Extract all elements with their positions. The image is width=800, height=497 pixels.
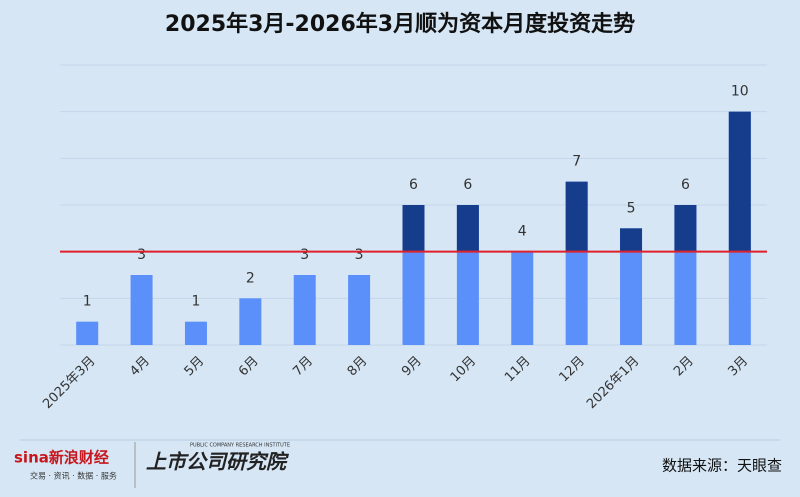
institute-en: PUBLIC COMPANY RESEARCH INSTITUTE — [190, 443, 290, 449]
bar-above-reference — [728, 111, 751, 252]
value-label: 1 — [83, 294, 92, 310]
chart-title: 2025年3月-2026年3月顺为资本月度投资走势 — [165, 11, 635, 37]
value-label: 1 — [192, 294, 201, 310]
institute: 上市公司研究院 — [146, 450, 290, 474]
logo-sub: 交易 · 资讯 · 数据 · 服务 — [30, 471, 117, 481]
source: 数据来源：天眼查 — [662, 457, 782, 475]
value-label: 10 — [731, 84, 749, 100]
value-label: 4 — [518, 224, 527, 240]
bar — [184, 321, 207, 345]
value-label: 7 — [572, 154, 581, 170]
bar — [76, 321, 99, 345]
value-label: 6 — [463, 177, 472, 193]
bar-above-reference — [674, 205, 697, 252]
value-label: 6 — [409, 177, 418, 193]
bar — [239, 298, 262, 345]
bar — [620, 228, 643, 345]
bar — [511, 251, 534, 345]
value-label: 6 — [681, 177, 690, 193]
bar — [130, 275, 153, 345]
value-label: 5 — [627, 200, 636, 216]
bar-above-reference — [402, 205, 425, 252]
value-label: 3 — [355, 247, 364, 263]
logo-main: sina新浪财经 — [14, 449, 109, 467]
bar-above-reference — [456, 205, 479, 252]
bar — [293, 275, 316, 345]
bar — [348, 275, 371, 345]
bar-above-reference — [565, 181, 588, 252]
value-label: 2 — [246, 270, 255, 286]
bar-above-reference — [620, 228, 643, 252]
value-label: 3 — [300, 247, 309, 263]
value-label: 3 — [137, 247, 146, 263]
